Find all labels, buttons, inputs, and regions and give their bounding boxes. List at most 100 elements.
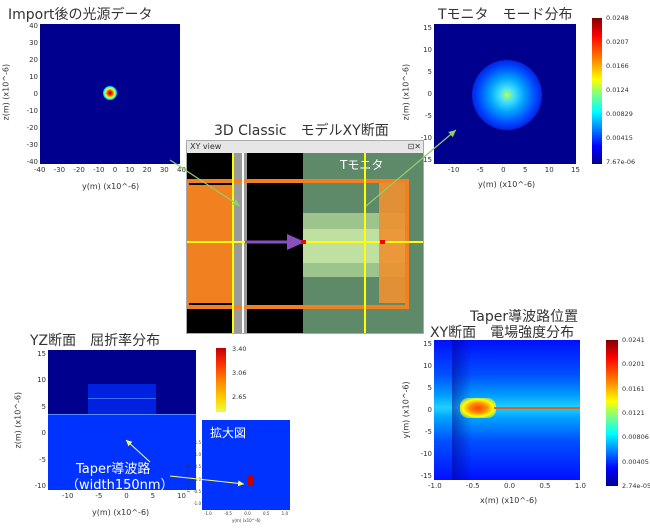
ytick: 15 <box>423 24 432 32</box>
panel-import-plot <box>40 24 180 164</box>
interface-line <box>48 414 196 415</box>
panel-taper-title-2: XY断面 電場強度分布 <box>430 325 575 341</box>
field-hotspot <box>460 398 496 418</box>
xtick: 0 <box>124 492 129 500</box>
ytick: 0 <box>427 406 432 414</box>
xy-view-window-title: XY view <box>190 142 222 151</box>
xtick: -10 <box>62 492 74 500</box>
ytick: -1.0 <box>193 500 201 506</box>
ytick: 5 <box>41 402 46 411</box>
panel-taper-ylabel: y(m) (x10^-6) <box>401 381 411 439</box>
orange-frame <box>187 179 409 309</box>
panel-tmonitor-colorbar <box>592 18 602 164</box>
xtick: 10 <box>544 166 554 174</box>
zoom-ylabel: z(m) (x10^-6) <box>185 464 191 493</box>
colorbar-tick: 0.0207 <box>606 38 629 46</box>
panel-yz-xlabel: y(m) (x10^-6) <box>92 508 150 517</box>
center-view-title: 3D Classic モデルXY断面 <box>214 123 389 139</box>
xtick: 0 <box>501 166 506 174</box>
zoom-inset-plot <box>202 420 290 510</box>
zoom-xlabel: y(m) (x10^-6) <box>232 518 261 523</box>
xtick: -1.0 <box>204 511 212 516</box>
xtick: 5 <box>522 166 528 174</box>
ytick: 40 <box>29 22 38 30</box>
colorbar-tick: 0.00415 <box>606 134 633 142</box>
xtick: -40 <box>34 166 46 174</box>
ytick: -40 <box>26 158 38 166</box>
red-marker-1 <box>301 240 306 244</box>
colorbar-tick: 0.00806 <box>622 433 649 442</box>
taper-core-spot <box>248 476 254 486</box>
ridge-line <box>88 398 156 399</box>
panel-taper-title-1: Taper導波路位置 <box>470 309 579 325</box>
xtick: -10 <box>448 166 460 174</box>
ytick: -10 <box>26 107 38 115</box>
ytick: -5 <box>39 455 46 464</box>
panel-tmonitor-xticks: -10 -5 0 5 10 15 <box>448 166 580 174</box>
xtick: 5 <box>150 492 156 500</box>
ytick: 0 <box>33 90 38 98</box>
ytick: 10 <box>423 46 432 54</box>
xtick: 10 <box>177 492 186 500</box>
ytick: 5 <box>427 68 432 76</box>
colorbar-tick: 0.0166 <box>606 62 629 70</box>
ytick: 1.0 <box>194 452 201 458</box>
colorbar-tick: 2.65 <box>232 393 247 401</box>
xtick: 20 <box>142 166 152 174</box>
panel-taper-yticks: 15 10 5 0 -5 -10 -15 <box>418 340 432 480</box>
colorbar-tick: 0.0121 <box>622 408 645 417</box>
ytick: 10 <box>29 73 38 81</box>
panel-yz-xticks: -10 -5 0 5 10 <box>62 492 186 500</box>
colorbar-tick: 0.0201 <box>622 360 645 369</box>
panel-tmonitor-title: Tモニタ モード分布 <box>438 7 573 23</box>
xtick: 0.5 <box>539 482 551 490</box>
ytick: 30 <box>29 39 38 47</box>
colorbar-tick: 0.0248 <box>606 14 629 22</box>
ytick: -0.5 <box>193 488 201 494</box>
ytick: 15 <box>423 340 432 348</box>
ytick: 0.5 <box>194 464 201 470</box>
xy-view-titlebar[interactable]: XY view ⊡✕ <box>187 141 423 153</box>
panel-taper-plot <box>434 340 580 480</box>
ytick: -5 <box>425 112 432 120</box>
panel-import-xlabel: y(m) (x10^-6) <box>82 182 140 191</box>
xtick: 15 <box>571 166 580 174</box>
panel-yz-plot <box>48 350 196 490</box>
xtick: -30 <box>53 166 66 174</box>
panel-import-title: Import後の光源データ <box>8 7 153 23</box>
colorbar-tick: 0.0124 <box>606 86 629 94</box>
colorbar-tick: 2.74e-05 <box>622 481 650 490</box>
xtick: 0.0 <box>503 482 516 490</box>
xtick: 0 <box>112 166 118 174</box>
panel-tmonitor-plot <box>434 24 576 164</box>
xtick: -0.5 <box>224 511 232 516</box>
xtick: -0.5 <box>465 482 480 490</box>
waveguide-field-line <box>494 407 580 409</box>
ytick: -10 <box>34 481 46 490</box>
colorbar-tick: 0.0161 <box>622 384 645 393</box>
ytick: 0 <box>427 90 432 98</box>
ytick: -15 <box>420 472 432 480</box>
taper-annotation-line2: （width150nm） <box>66 478 174 493</box>
xtick: 30 <box>159 166 169 174</box>
ytick: 1.5 <box>194 440 201 445</box>
colorbar-tick: 0.00829 <box>606 110 633 118</box>
panel-yz-colorbar-ticks: 3.40 3.06 2.65 <box>232 345 246 401</box>
ytick: 5 <box>427 384 432 392</box>
substrate-left-orange <box>187 185 233 303</box>
xy-view-window[interactable]: XY view ⊡✕ <box>186 140 424 334</box>
window-controls-icon[interactable]: ⊡✕ <box>407 142 421 151</box>
xtick: 40 <box>176 166 186 174</box>
ytick: 10 <box>423 362 432 370</box>
panel-import-xticks: -40 -30 -20 -10 0 10 20 30 40 <box>34 166 186 174</box>
xtick: 0.5 <box>262 511 270 516</box>
xtick: -20 <box>73 166 85 174</box>
panel-taper-xticks: -1.0 -0.5 0.0 0.5 1.0 <box>428 482 586 490</box>
xtick: -1.0 <box>428 482 442 490</box>
panel-taper-colorbar <box>606 340 618 486</box>
panel-yz-colorbar <box>216 348 226 412</box>
source-spot <box>103 86 117 100</box>
xy-view-canvas <box>187 153 423 333</box>
ytick: 10 <box>37 376 46 385</box>
xtick: 1.0 <box>574 482 586 490</box>
